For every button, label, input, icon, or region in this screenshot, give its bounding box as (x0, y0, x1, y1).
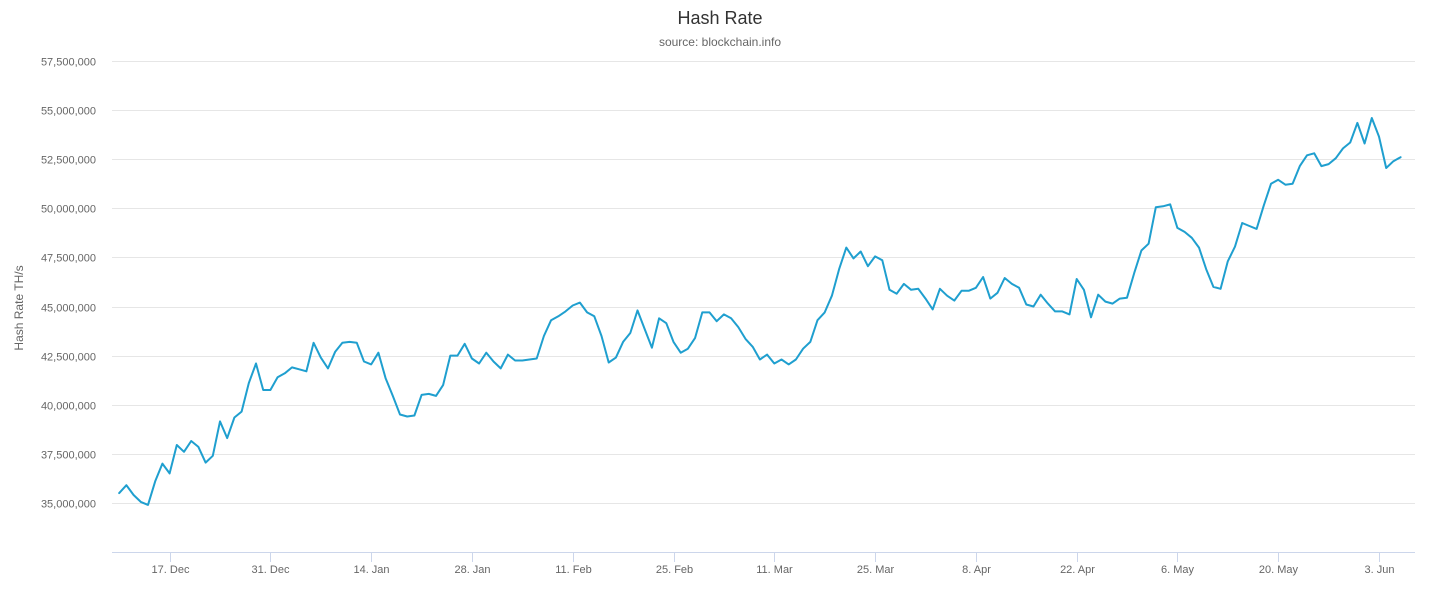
y-tick-label: 52,500,000 (41, 155, 96, 167)
y-tick-label: 40,000,000 (41, 401, 96, 413)
y-tick-label: 42,500,000 (41, 352, 96, 364)
gridlines (112, 62, 1415, 504)
series-line (119, 118, 1400, 505)
x-tick-label: 3. Jun (1365, 564, 1395, 576)
chart-subtitle: source: blockchain.info (659, 35, 781, 49)
x-tick-label: 28. Jan (454, 564, 490, 576)
y-tick-label: 45,000,000 (41, 303, 96, 315)
y-axis-title: Hash Rate TH/s (12, 265, 26, 350)
y-tick-label: 35,000,000 (41, 499, 96, 511)
y-tick-label: 50,000,000 (41, 204, 96, 216)
y-tick-label: 37,500,000 (41, 450, 96, 462)
x-tick-label: 11. Feb (555, 564, 592, 576)
x-axis: 17. Dec 31. Dec 14. Jan 28. Jan 11. Feb 25. F… (112, 552, 1415, 576)
x-tick-label: 17. Dec (152, 564, 190, 576)
y-tick-label: 47,500,000 (41, 253, 96, 265)
x-tick-label: 25. Feb (656, 564, 693, 576)
x-tick-label: 25. Mar (857, 564, 895, 576)
x-tick-label: 6. May (1161, 564, 1195, 576)
y-tick-label: 55,000,000 (41, 106, 96, 118)
x-tick-label: 14. Jan (353, 564, 389, 576)
series-layer (119, 118, 1400, 505)
x-tick-label: 31. Dec (252, 564, 290, 576)
x-tick-label: 8. Apr (962, 564, 991, 576)
x-tick-label: 22. Apr (1060, 564, 1095, 576)
y-axis-labels: 35,000,000 37,500,000 40,000,000 42,500,000… (41, 57, 96, 511)
x-tick-label: 20. May (1259, 564, 1299, 576)
y-tick-label: 57,500,000 (41, 57, 96, 69)
x-tick-label: 11. Mar (756, 564, 793, 576)
chart-title: Hash Rate (677, 8, 762, 28)
